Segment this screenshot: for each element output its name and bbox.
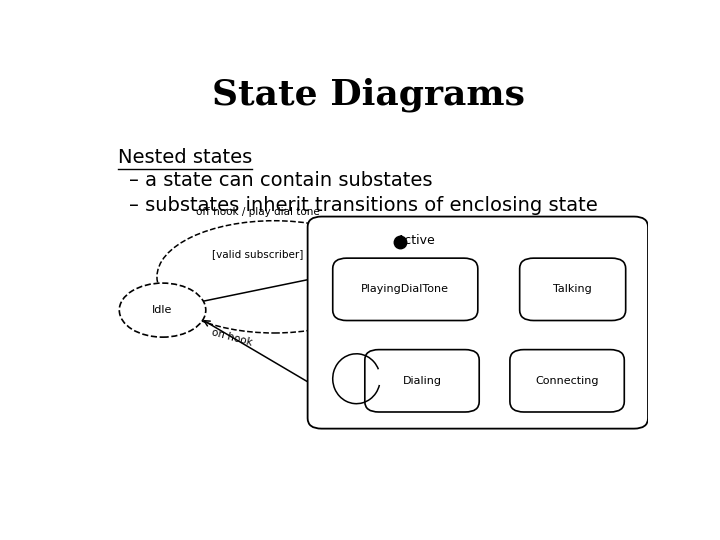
- Text: digit: digit: [330, 340, 354, 349]
- Text: PlayingDialTone: PlayingDialTone: [361, 285, 449, 294]
- FancyBboxPatch shape: [333, 258, 478, 321]
- Text: Talking: Talking: [553, 285, 592, 294]
- Text: Nested states: Nested states: [118, 148, 252, 167]
- FancyBboxPatch shape: [520, 258, 626, 321]
- Text: Idle: Idle: [153, 305, 173, 315]
- Text: Active: Active: [397, 234, 436, 247]
- Text: Connecting: Connecting: [536, 376, 599, 386]
- Text: [valid subscriber]: [valid subscriber]: [212, 249, 303, 259]
- FancyBboxPatch shape: [510, 349, 624, 412]
- FancyBboxPatch shape: [307, 217, 648, 429]
- Text: Dialing: Dialing: [402, 376, 441, 386]
- Text: – a state can contain substates: – a state can contain substates: [129, 171, 433, 190]
- Text: off hook / play dial tone: off hook / play dial tone: [196, 207, 319, 217]
- Text: State Diagrams: State Diagrams: [212, 77, 526, 112]
- FancyBboxPatch shape: [365, 349, 480, 412]
- Text: complete: complete: [470, 365, 519, 375]
- Text: – substates inherit transitions of enclosing state: – substates inherit transitions of enclo…: [129, 196, 598, 215]
- Text: on hook: on hook: [211, 327, 253, 347]
- Text: digit: digit: [413, 330, 437, 340]
- Text: connected: connected: [570, 330, 624, 340]
- Ellipse shape: [120, 283, 206, 337]
